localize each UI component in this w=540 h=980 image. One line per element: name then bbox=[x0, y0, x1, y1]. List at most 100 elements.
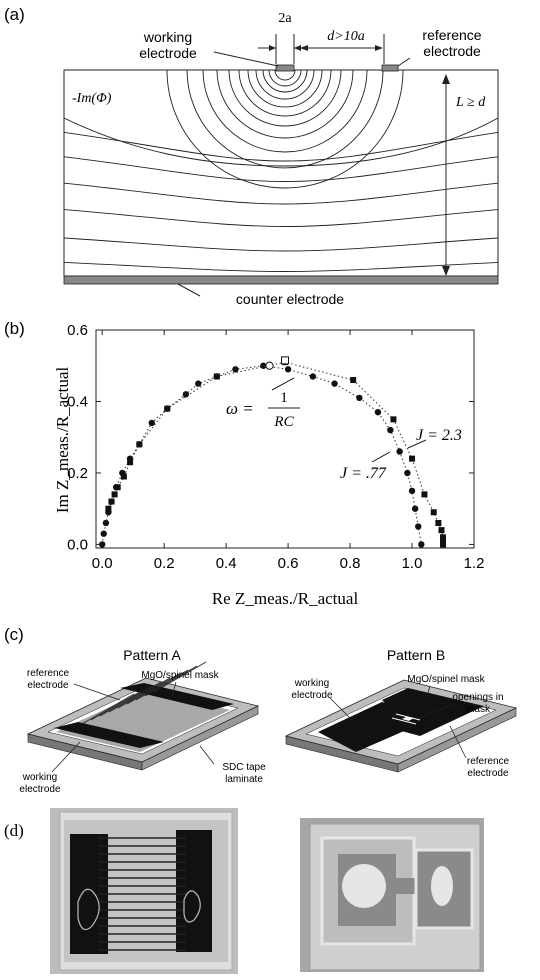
contour-arc-8 bbox=[202, 70, 368, 153]
point-1-8 bbox=[213, 373, 220, 380]
finger-6 bbox=[135, 669, 189, 701]
a-working-label-1: working bbox=[22, 772, 57, 783]
point-0-9 bbox=[148, 419, 155, 427]
working-electrode-pad bbox=[275, 64, 295, 72]
mask-opening-line-2 bbox=[391, 717, 417, 725]
reference-electrode-a-bar bbox=[120, 683, 234, 710]
potential-label: -Im(Φ) bbox=[72, 91, 112, 106]
panel-a-label: (a) bbox=[4, 5, 25, 24]
a-mask-label: MgO/spinel mask bbox=[141, 670, 219, 681]
point-1-13 bbox=[421, 491, 428, 498]
b-working-leader bbox=[329, 697, 353, 721]
panel-b: (b) 0.0 0.2 0.4 0.6 0.8 1.0 1.2 0.0 0.2 0.4 0.6 Re… bbox=[4, 319, 484, 608]
a-reference-label-1: reference bbox=[27, 668, 70, 679]
series-line-0 bbox=[101, 365, 422, 545]
photo-b-paste-left bbox=[342, 864, 386, 908]
point-0-1 bbox=[100, 530, 107, 537]
finger-1 bbox=[90, 689, 144, 721]
a-mask-leader bbox=[171, 681, 177, 697]
series-line-1 bbox=[107, 361, 444, 545]
y-tick-label-3: 0.6 bbox=[67, 322, 88, 339]
contour-curve-5 bbox=[64, 261, 498, 272]
point-0-24 bbox=[408, 487, 416, 495]
x-tick-label-3: 0.6 bbox=[278, 555, 299, 572]
point-1-4 bbox=[120, 473, 127, 480]
plot-series bbox=[98, 356, 447, 548]
distance-label: d>10a bbox=[327, 29, 364, 44]
reference-electrode-pad bbox=[381, 64, 399, 72]
point-1-0 bbox=[105, 505, 112, 512]
width-arrowhead-right bbox=[294, 45, 301, 51]
point-1-19 bbox=[440, 541, 447, 548]
b-working-label-1: working bbox=[294, 678, 329, 689]
photo-a-lead-right bbox=[183, 890, 201, 923]
point-0-15 bbox=[260, 362, 267, 369]
thickness-arrowhead-bottom bbox=[442, 266, 450, 276]
highlight-0 bbox=[265, 361, 274, 370]
contour-arc-0 bbox=[274, 70, 296, 81]
x-tick-label-4: 0.8 bbox=[340, 555, 361, 572]
photo-b-reference-electrode bbox=[414, 848, 474, 930]
point-1-16 bbox=[438, 527, 445, 534]
finger-0 bbox=[81, 693, 135, 725]
equipotential-contours bbox=[64, 70, 498, 272]
omega-label: ω = bbox=[226, 399, 254, 418]
point-0-21 bbox=[387, 426, 394, 434]
b-reference-leader bbox=[449, 725, 467, 759]
finger-2 bbox=[99, 685, 153, 717]
working-electrode-a-bar bbox=[54, 722, 164, 748]
panel-d-label: (d) bbox=[4, 821, 24, 840]
counter-electrode-leader bbox=[177, 283, 201, 297]
point-1-3 bbox=[114, 484, 121, 491]
point-1-10 bbox=[350, 377, 357, 384]
x-tick-label-2: 0.4 bbox=[216, 555, 237, 572]
counter-electrode-bar bbox=[63, 275, 499, 285]
contour-arc-6 bbox=[228, 70, 342, 127]
finger-5 bbox=[126, 673, 180, 705]
point-0-22 bbox=[396, 448, 403, 455]
point-0-27 bbox=[418, 541, 425, 548]
point-0-11 bbox=[182, 391, 190, 398]
x-tick-label-1: 0.2 bbox=[154, 555, 175, 572]
point-1-14 bbox=[430, 509, 437, 516]
distance-arrowhead-left bbox=[300, 45, 308, 51]
point-0-12 bbox=[195, 380, 202, 387]
finger-3 bbox=[108, 681, 162, 713]
omega-leader bbox=[271, 377, 295, 391]
point-0-20 bbox=[374, 408, 382, 416]
point-0-16 bbox=[284, 366, 292, 373]
point-0-18 bbox=[331, 380, 338, 387]
finger-8 bbox=[153, 661, 207, 693]
point-1-11 bbox=[390, 416, 397, 423]
width-arrowhead-left bbox=[269, 45, 276, 51]
point-0-0 bbox=[98, 541, 106, 548]
contour-curve-2 bbox=[64, 182, 498, 205]
pattern-b-title: Pattern B bbox=[387, 647, 445, 663]
mask-opening-line-1 bbox=[395, 713, 421, 721]
width-label: 2a bbox=[278, 11, 292, 26]
photo-b-bridge bbox=[396, 878, 416, 894]
panel-c-label: (c) bbox=[4, 625, 24, 644]
contour-arc-7 bbox=[216, 70, 354, 139]
b-openings-leader bbox=[417, 703, 455, 719]
highlight-1 bbox=[281, 356, 289, 365]
point-1-5 bbox=[127, 459, 134, 466]
contour-arc-5 bbox=[238, 70, 332, 117]
reference-electrode-label-1: reference bbox=[422, 27, 481, 43]
j-low-label: J = .77 bbox=[340, 465, 387, 482]
contour-arc-9 bbox=[186, 70, 384, 169]
x-axis-title-text: Re Z_meas./R_actual bbox=[212, 589, 359, 608]
x-axis-title: Re Z_meas./R_actual bbox=[212, 589, 359, 608]
point-0-26 bbox=[415, 523, 422, 530]
panel-d: (d) bbox=[4, 808, 484, 974]
y-tick-label-1: 0.2 bbox=[67, 465, 88, 482]
distance-arrowhead-right bbox=[375, 45, 383, 51]
contour-curve-1 bbox=[64, 156, 498, 182]
omega-numerator: 1 bbox=[280, 390, 288, 406]
contour-curve-0 bbox=[64, 131, 498, 162]
point-1-17 bbox=[440, 534, 447, 541]
contour-outer-0 bbox=[64, 117, 498, 167]
point-0-23 bbox=[404, 469, 411, 477]
sdc-label-2: laminate bbox=[225, 774, 263, 785]
